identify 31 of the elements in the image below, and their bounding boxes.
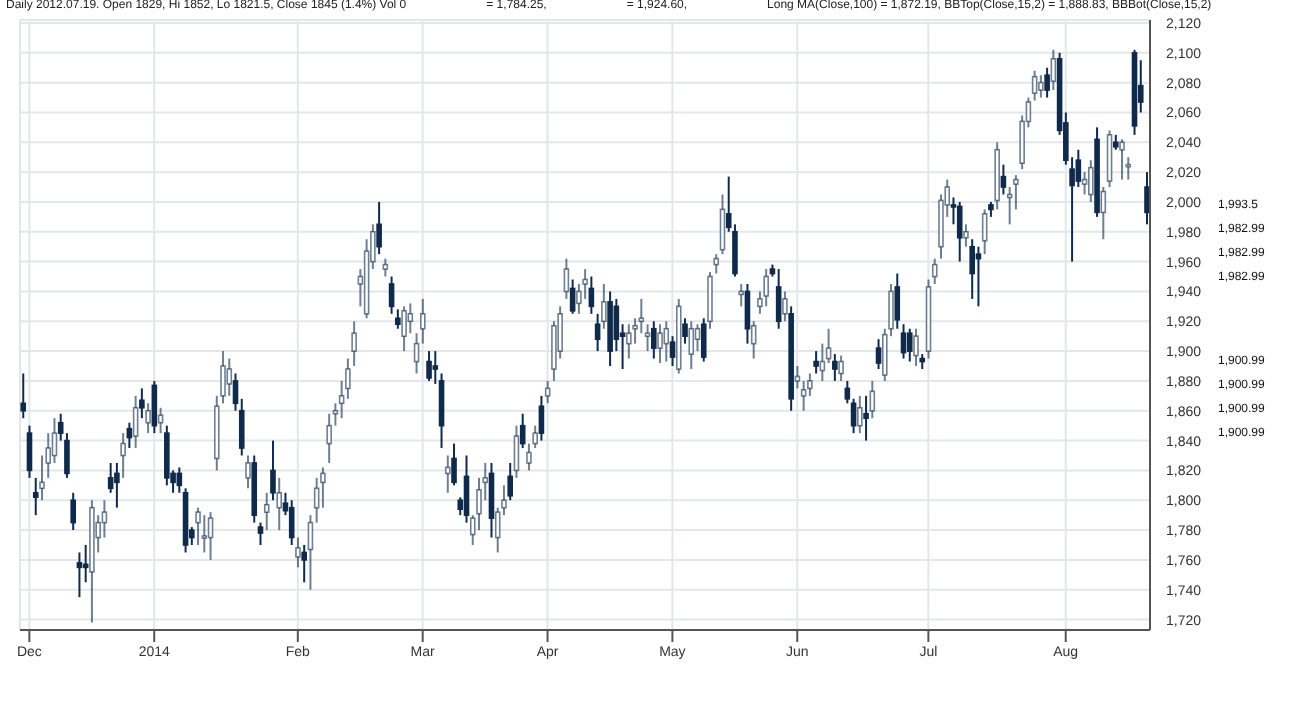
candlestick [832, 353, 838, 382]
candlestick [1044, 66, 1050, 99]
candlestick [906, 327, 913, 363]
candlestick [257, 521, 264, 546]
candlestick [863, 394, 869, 442]
candlestick [900, 323, 907, 360]
candlestick [70, 491, 76, 532]
candlestick [969, 238, 975, 300]
candlestick [894, 272, 901, 330]
candlestick [744, 282, 751, 345]
candlestick [775, 268, 782, 330]
candlestick [388, 275, 395, 315]
candlestick [956, 200, 963, 263]
candlestick [451, 442, 457, 487]
candlestick [538, 394, 545, 442]
candlestick [288, 499, 295, 546]
candlestick [395, 308, 401, 330]
candlestick [164, 424, 170, 487]
candlestick [76, 551, 83, 599]
candlestick [270, 439, 276, 502]
candlestick [1144, 171, 1150, 226]
candlestick [376, 200, 382, 256]
candlestick [26, 424, 33, 479]
candlestick [975, 245, 982, 308]
candlestick [813, 350, 819, 375]
candlestick [20, 372, 27, 420]
candlestick [114, 461, 120, 509]
candlestick [651, 320, 657, 360]
candlestick [32, 476, 39, 517]
candlestick [426, 350, 432, 382]
candlestick [875, 338, 882, 370]
